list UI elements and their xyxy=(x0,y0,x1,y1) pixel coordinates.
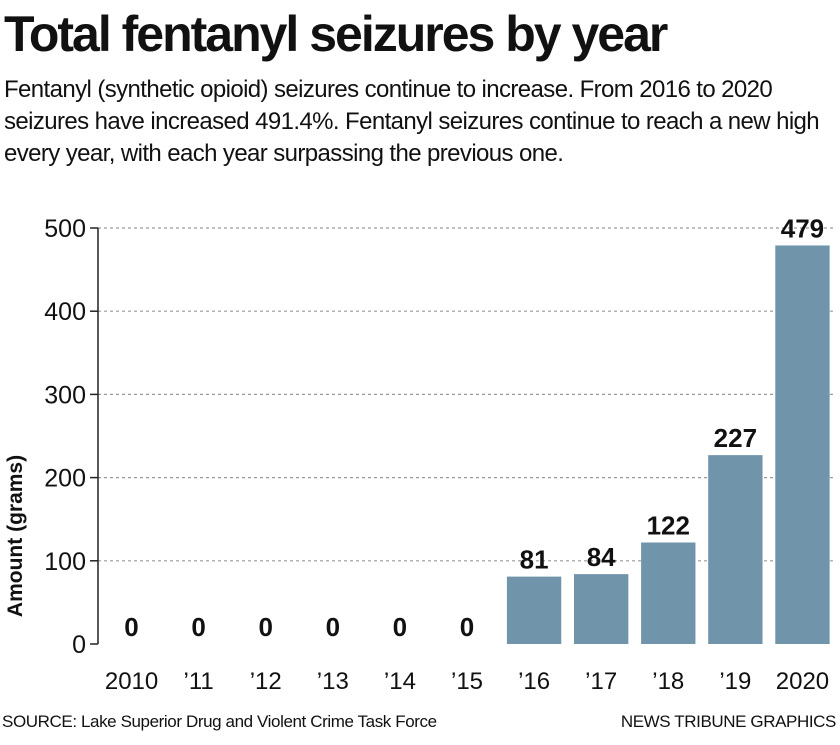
bar xyxy=(775,245,830,645)
y-axis-ticks: 0 100 200 300 400 500 xyxy=(44,215,98,659)
data-label: 0 xyxy=(258,612,272,642)
bar xyxy=(708,455,763,644)
source-note: SOURCE: Lake Superior Drug and Violent C… xyxy=(2,712,437,731)
x-tick-label: 2020 xyxy=(776,668,829,695)
chart-title: Total fentanyl seizures by year xyxy=(4,6,668,62)
x-tick-label: ’16 xyxy=(518,668,550,695)
data-label: 122 xyxy=(647,510,690,540)
graphics-credit: NEWS TRIBUNE GRAPHICS xyxy=(620,712,837,731)
y-tick-label: 400 xyxy=(44,298,86,326)
data-label: 0 xyxy=(326,612,340,642)
y-tick-label: 0 xyxy=(72,631,86,659)
data-label: 81 xyxy=(520,545,549,575)
bar-chart: 0 100 200 300 400 500 0 0 0 0 0 0 81 84 122 227 479 201… xyxy=(4,213,836,695)
bar xyxy=(574,574,629,644)
data-label: 0 xyxy=(460,612,474,642)
y-tick-label: 300 xyxy=(44,381,86,409)
x-tick-label: ’12 xyxy=(250,668,282,695)
x-tick-label: ’13 xyxy=(317,668,349,695)
y-tick-label: 200 xyxy=(44,465,86,493)
data-label: 0 xyxy=(124,612,138,642)
x-axis-ticks: 2010 ’11 ’12 ’13 ’14 ’15 ’16 ’17 ’18 ’19 2020 xyxy=(105,668,829,695)
bar xyxy=(506,576,562,644)
data-label: 479 xyxy=(781,213,824,243)
y-axis-label: Amount (grams) xyxy=(4,455,27,617)
data-label: 227 xyxy=(714,423,757,453)
x-tick-label: ’14 xyxy=(384,668,416,695)
bars xyxy=(506,245,830,645)
x-tick-label: ’11 xyxy=(184,668,214,695)
chart-subtitle: Fentanyl (synthetic opioid) seizures con… xyxy=(4,76,820,167)
data-labels: 0 0 0 0 0 0 81 84 122 227 479 xyxy=(124,213,824,642)
y-tick-label: 500 xyxy=(44,215,86,243)
data-label: 84 xyxy=(587,542,616,572)
x-tick-label: ’17 xyxy=(585,668,617,695)
bar xyxy=(641,542,696,644)
x-tick-label: ’18 xyxy=(652,668,684,695)
x-tick-label: ’15 xyxy=(451,668,483,695)
data-label: 0 xyxy=(191,612,205,642)
y-tick-label: 100 xyxy=(44,548,86,576)
x-tick-label: ’19 xyxy=(719,668,751,695)
data-label: 0 xyxy=(393,612,407,642)
x-tick-label: 2010 xyxy=(105,668,158,695)
